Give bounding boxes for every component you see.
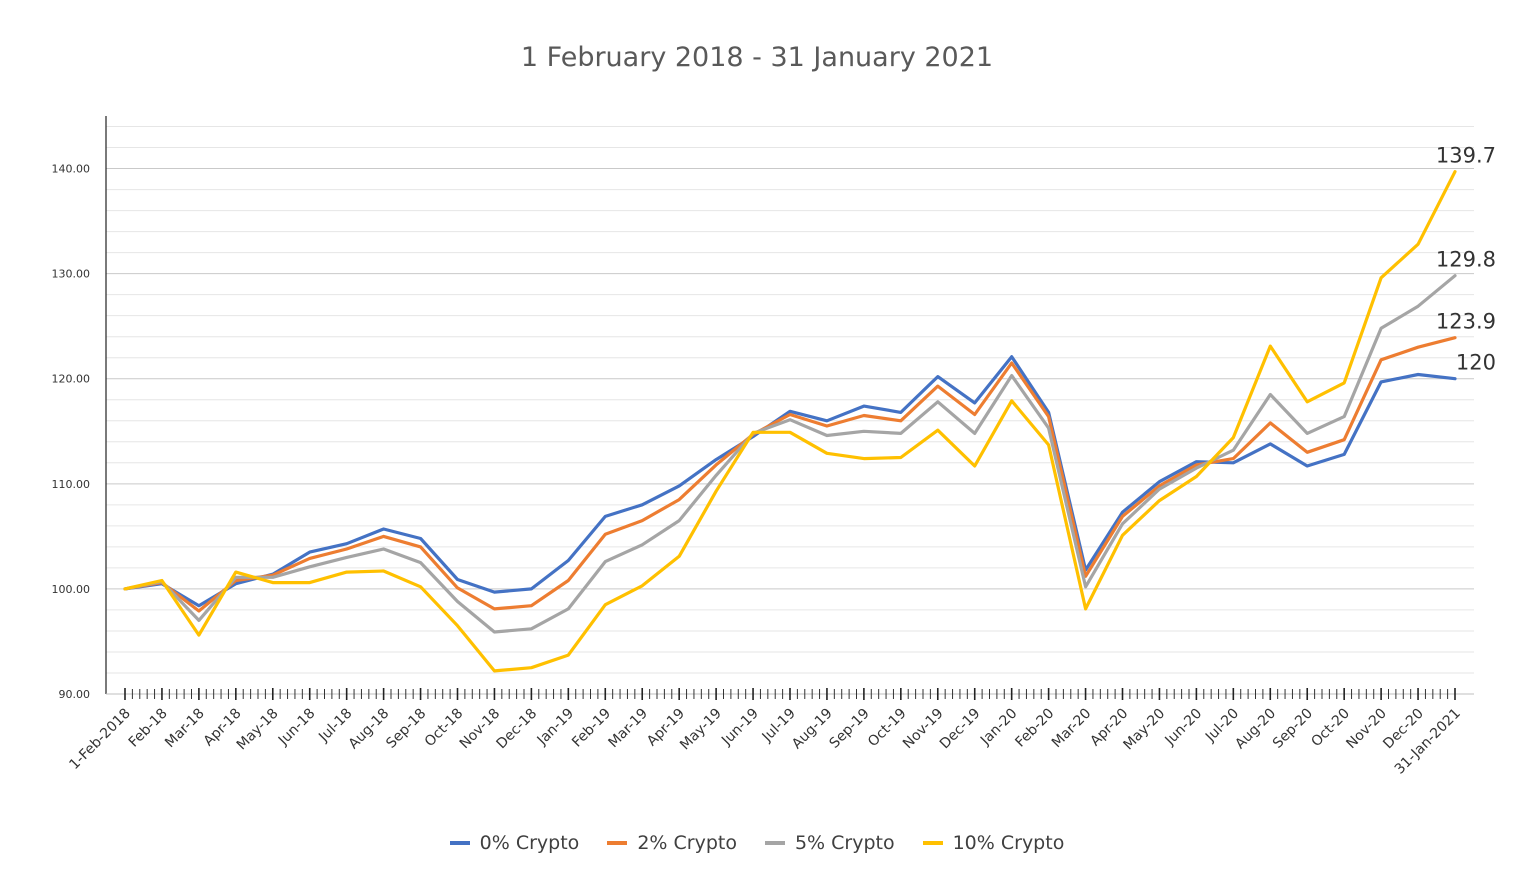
legend-swatch (607, 841, 628, 845)
series-line-2-crypto (123, 336, 1457, 613)
x-tick-label: Jun-19 (718, 706, 762, 750)
end-value-label: 120 (1456, 351, 1496, 375)
y-tick-label: 130.00 (52, 268, 91, 281)
x-tick-label: May-19 (677, 706, 725, 754)
legend-item-2-crypto: 2% Crypto (607, 832, 737, 854)
legend-swatch (922, 841, 943, 845)
x-tick-label: Mar-18 (162, 706, 208, 752)
x-tick-label: May-20 (1120, 706, 1168, 754)
axis-layer: 90.00 100.00 110.00 120.00 130.00 140.00 1-Feb… (52, 116, 1474, 778)
end-value-label: 129.8 (1436, 248, 1496, 272)
x-tick-label: Dec-19 (937, 706, 984, 753)
x-tick-label: Nov-18 (457, 706, 504, 753)
x-tick-label: Aug-20 (1232, 706, 1279, 753)
x-tick-label: 31-Jan-2021 (1392, 706, 1464, 778)
x-tick-label: Jun-20 (1162, 706, 1206, 750)
x-tick-label: Nov-19 (900, 706, 947, 753)
y-tick-label: 90.00 (59, 688, 91, 701)
x-tick-label: Feb-18 (126, 706, 171, 751)
x-tick-label: Feb-20 (1012, 706, 1057, 751)
legend-swatch (764, 841, 785, 845)
grid-layer (106, 126, 1474, 674)
x-tick-label: May-18 (234, 706, 282, 754)
legend-label: 0% Crypto (479, 832, 580, 854)
legend-item-10-crypto: 10% Crypto (922, 832, 1065, 854)
end-value-label: 139.7 (1436, 144, 1496, 168)
legend-item-5-crypto: 5% Crypto (764, 832, 895, 854)
x-tick-label: Sep-20 (1270, 706, 1316, 752)
y-tick-label: 110.00 (52, 478, 91, 491)
legend: 0% Crypto 2% Crypto 5% Crypto 10% Crypto (0, 832, 1514, 854)
series-line-5-crypto (123, 274, 1457, 634)
label-layer: 120 123.9 129.8 139.7 (1436, 144, 1496, 375)
legend-item-0-crypto: 0% Crypto (449, 832, 580, 854)
end-value-label: 123.9 (1436, 310, 1496, 334)
series-layer (123, 170, 1457, 673)
x-tick-label: Sep-18 (383, 706, 429, 752)
legend-label: 2% Crypto (637, 832, 737, 854)
x-tick-label: Mar-20 (1049, 706, 1095, 752)
x-tick-label: 1-Feb-2018 (66, 706, 133, 773)
x-tick-label: Jan-20 (977, 706, 1020, 749)
series-line-10-crypto (123, 170, 1457, 673)
x-tick-label: Aug-19 (789, 706, 836, 753)
legend-swatch (449, 841, 470, 845)
series-line-0-crypto (123, 355, 1457, 608)
legend-label: 5% Crypto (794, 832, 895, 854)
x-tick-label: Jun-18 (275, 706, 319, 750)
x-tick-label: Jan-19 (534, 706, 577, 749)
x-tick-label: Dec-18 (494, 706, 541, 753)
x-tick-label: Mar-19 (606, 706, 652, 752)
chart-title: 1 February 2018 - 31 January 2021 (520, 42, 994, 73)
y-tick-label: 140.00 (52, 163, 91, 176)
x-tick-label: Feb-19 (569, 706, 614, 751)
legend-label: 10% Crypto (952, 832, 1065, 854)
x-tick-label: Aug-18 (346, 706, 393, 753)
y-tick-label: 120.00 (52, 373, 91, 386)
y-tick-label: 100.00 (52, 583, 91, 596)
x-tick-label: Sep-19 (827, 706, 873, 752)
x-tick-label: Nov-20 (1343, 706, 1390, 753)
